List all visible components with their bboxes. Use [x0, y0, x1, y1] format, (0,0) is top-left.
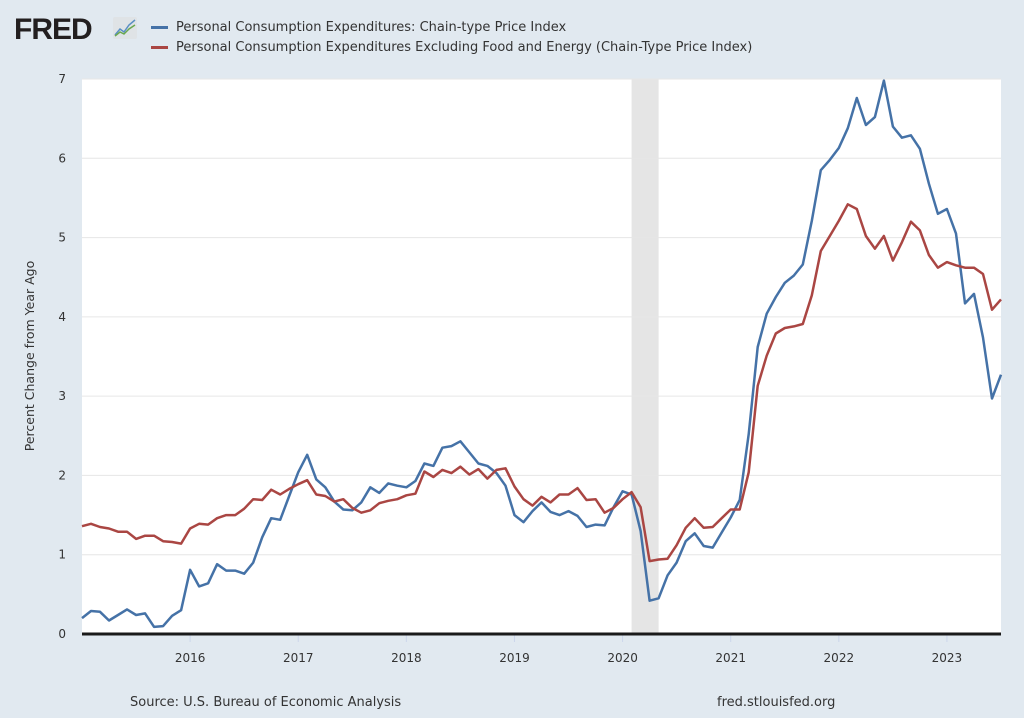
- legend-item-pce[interactable]: Personal Consumption Expenditures: Chain…: [151, 20, 566, 35]
- x-tick-label: 2023: [932, 651, 963, 665]
- series-line-pce: [81, 79, 1003, 629]
- recession-layer: [631, 79, 659, 634]
- chart-header: FRED Personal Consumption Expenditures: …: [0, 0, 1024, 70]
- x-tick-label: 2022: [824, 651, 855, 665]
- grid-layer: [82, 78, 1001, 556]
- chart-line-icon: [113, 17, 137, 39]
- y-axis: 0 1 2 3 4 5 6 7: [58, 72, 66, 641]
- legend-label-core-pce: Personal Consumption Expenditures Exclud…: [176, 40, 753, 55]
- x-tick-label: 2019: [499, 651, 530, 665]
- y-tick-label: 1: [58, 548, 66, 562]
- fred-logo[interactable]: FRED: [14, 13, 93, 46]
- fred-url[interactable]: fred.stlouisfed.org: [717, 695, 836, 710]
- plot-area: [82, 79, 1001, 634]
- x-axis: 2016 2017 2018 2019 2020 2021 2022 2023: [82, 632, 1001, 665]
- series-layer: [81, 79, 1003, 629]
- legend-label-pce: Personal Consumption Expenditures: Chain…: [176, 20, 567, 35]
- x-tick-label: 2021: [715, 651, 746, 665]
- y-tick-label: 3: [58, 389, 66, 403]
- recession-band: [631, 79, 659, 634]
- legend-item-core-pce[interactable]: Personal Consumption Expenditures Exclud…: [151, 40, 752, 55]
- y-tick-label: 6: [58, 151, 66, 165]
- x-tick-label: 2016: [175, 651, 206, 665]
- y-tick-label: 7: [58, 72, 66, 86]
- source-text: Source: U.S. Bureau of Economic Analysis: [130, 695, 402, 710]
- legend-swatch-pce: [151, 26, 168, 29]
- x-tick-label: 2017: [283, 651, 314, 665]
- x-tick-label: 2018: [391, 651, 422, 665]
- legend-swatch-core-pce: [151, 46, 168, 49]
- y-tick-label: 2: [58, 468, 66, 482]
- series-line-core-pce: [81, 203, 1002, 563]
- y-tick-label: 5: [58, 231, 66, 245]
- y-axis-label: Percent Change from Year Ago: [22, 261, 37, 451]
- x-tick-label: 2020: [607, 651, 638, 665]
- y-tick-label: 0: [58, 627, 66, 641]
- y-tick-label: 4: [58, 310, 66, 324]
